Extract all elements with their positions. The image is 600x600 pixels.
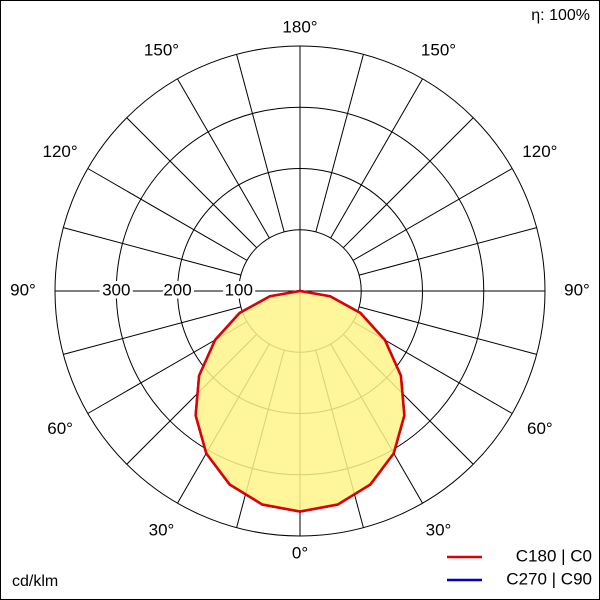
r-tick-label: 200 [163,280,191,299]
curve-fill [195,291,405,512]
r-tick-label: 300 [102,280,130,299]
legend-label: C270 | C90 [506,569,592,588]
spoke [330,78,423,239]
curve [299,289,406,513]
angle-tick-label: 30° [149,520,175,539]
angle-tick-label: 30° [426,520,452,539]
spoke [63,306,241,355]
spoke [359,306,537,355]
angle-tick-label: 60° [47,419,73,438]
spoke [87,168,248,261]
curve [194,289,301,513]
spoke [126,117,258,249]
outer-ring [54,45,546,537]
spoke [236,54,285,232]
efficiency-label: η: 100% [531,7,590,24]
angle-tick-label: 120° [522,142,557,161]
angle-tick-label: 120° [43,142,78,161]
angle-tick-label: 60° [527,419,553,438]
r-tick-label: 100 [225,280,253,299]
legend-label: C180 | C0 [516,546,592,565]
unit-label: cd/klm [12,573,58,590]
spoke [177,78,270,239]
spoke [359,227,537,276]
angle-tick-label: 90° [564,280,590,299]
spoke [352,168,513,261]
angle-tick-label: 180° [282,17,317,36]
spoke [342,117,474,249]
angle-tick-label: 150° [421,41,456,60]
angle-tick-label: 150° [144,41,179,60]
spoke [315,54,364,232]
spoke [63,227,241,276]
angle-tick-label: 0° [292,543,308,562]
angle-tick-label: 90° [10,280,36,299]
